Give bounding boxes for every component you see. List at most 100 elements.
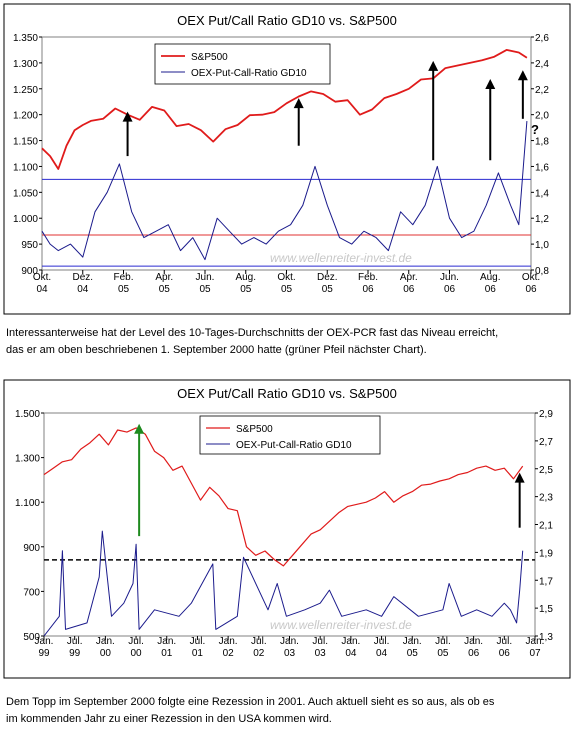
x-tick-label-year: 06 xyxy=(403,284,415,295)
y-left-tick-label: 1.100 xyxy=(13,162,38,173)
caption-1-line-1: Interessanterweise hat der Level des 10-… xyxy=(6,327,499,339)
x-tick-label-month: Jan. xyxy=(219,636,238,647)
legend-label: OEX-Put-Call-Ratio GD10 xyxy=(236,440,352,451)
x-tick-label-month: Jan. xyxy=(403,636,422,647)
y-left-tick-label: 1.150 xyxy=(13,137,38,148)
x-tick-label-year: 06 xyxy=(485,284,497,295)
chart-title: OEX Put/Call Ratio GD10 vs. S&P500 xyxy=(177,386,397,401)
x-tick-label-month: Jul. xyxy=(67,636,83,647)
y-left-tick-label: 1.300 xyxy=(15,454,40,465)
y-right-tick-label: 2,5 xyxy=(539,465,553,476)
annotation-text: ? xyxy=(531,122,539,137)
legend-box xyxy=(199,415,381,455)
y-left-tick-label: 500 xyxy=(23,632,40,643)
y-left-tick-label: 1.250 xyxy=(13,85,38,96)
y-right-tick-label: 2,2 xyxy=(535,85,549,96)
x-tick-label-year: 00 xyxy=(131,648,143,659)
x-tick-label-month: Jul. xyxy=(497,636,513,647)
series-line-pcr xyxy=(43,530,524,637)
annotation-arrow-head xyxy=(134,423,145,434)
caption-2: Dem Topp im September 2000 folgte eine R… xyxy=(6,694,568,728)
y-left-tick-label: 1.100 xyxy=(15,498,40,509)
x-tick-label-month: Apr. xyxy=(155,272,173,283)
x-tick-label-month: Jan. xyxy=(96,636,115,647)
series-line-sp500 xyxy=(41,49,528,170)
series-line-pcr xyxy=(41,121,528,261)
x-tick-label-year: 06 xyxy=(499,648,511,659)
y-right-tick-label: 1,2 xyxy=(535,214,549,225)
y-right-tick-label: 2,1 xyxy=(539,521,553,532)
x-tick-label-year: 05 xyxy=(407,648,419,659)
y-right-tick-label: 1,7 xyxy=(539,576,553,587)
x-tick-label-month: Jul. xyxy=(374,636,390,647)
y-left-tick-label: 900 xyxy=(21,266,38,277)
y-right-tick-label: 1,6 xyxy=(535,162,549,173)
y-left-tick-label: 900 xyxy=(23,543,40,554)
annotation-arrow-head xyxy=(485,79,496,90)
x-tick-label-month: Jan. xyxy=(35,636,54,647)
x-tick-label-year: 04 xyxy=(376,648,388,659)
caption-2-line-2: im kommenden Jahr zu einer Rezession in … xyxy=(6,713,332,725)
x-tick-label-year: 04 xyxy=(345,648,357,659)
x-tick-label-month: Okt. xyxy=(277,272,295,283)
y-right-tick-label: 1,9 xyxy=(539,548,553,559)
legend-label: OEX-Put-Call-Ratio GD10 xyxy=(191,68,307,79)
x-tick-label-year: 05 xyxy=(322,284,334,295)
x-tick-label-month: Okt. xyxy=(522,272,540,283)
x-tick-label-year: 05 xyxy=(240,284,252,295)
chart-2-svg: OEX Put/Call Ratio GD10 vs. S&P500 1.500 1… xyxy=(3,379,571,679)
y-left-tick-label: 1.050 xyxy=(13,188,38,199)
caption-2-line-1: Dem Topp im September 2000 folgte eine R… xyxy=(6,696,495,708)
x-tick-label-month: Jan. xyxy=(280,636,299,647)
legend-box xyxy=(154,43,331,85)
y-right-tick-label: 1,5 xyxy=(539,604,553,615)
x-tick-label-month: Jul. xyxy=(251,636,267,647)
watermark: www.wellenreiter-invest.de xyxy=(270,618,412,632)
x-tick-label-year: 06 xyxy=(468,648,480,659)
chart-title: OEX Put/Call Ratio GD10 vs. S&P500 xyxy=(177,13,397,28)
x-tick-label-month: Jul. xyxy=(190,636,206,647)
x-tick-label-year: 07 xyxy=(529,648,541,659)
legend-label: S&P500 xyxy=(191,52,228,63)
x-tick-label-month: Jan. xyxy=(157,636,176,647)
x-tick-label-month: Aug. xyxy=(235,272,256,283)
x-tick-label-month: Jul. xyxy=(312,636,328,647)
x-tick-label-month: Feb. xyxy=(358,272,378,283)
x-tick-label-year: 02 xyxy=(223,648,235,659)
x-tick-label-year: 05 xyxy=(159,284,171,295)
x-tick-label-year: 05 xyxy=(281,284,293,295)
y-right-tick-label: 2,0 xyxy=(535,111,549,122)
y-left-tick-label: 1.350 xyxy=(13,33,38,44)
x-tick-label-year: 03 xyxy=(284,648,296,659)
x-tick-label-year: 06 xyxy=(444,284,456,295)
y-right-tick-label: 1,0 xyxy=(535,240,549,251)
watermark: www.wellenreiter-invest.de xyxy=(270,251,412,265)
x-tick-label-year: 99 xyxy=(69,648,81,659)
annotation-arrow-head xyxy=(517,70,528,81)
x-tick-label-year: 00 xyxy=(100,648,112,659)
x-tick-label-year: 06 xyxy=(362,284,374,295)
caption-1: Interessanterweise hat der Level des 10-… xyxy=(6,325,568,359)
x-tick-label-month: Apr. xyxy=(400,272,418,283)
y-left-tick-label: 1.000 xyxy=(13,214,38,225)
y-right-tick-label: 2,9 xyxy=(539,409,553,420)
x-tick-label-month: Jan. xyxy=(526,636,545,647)
y-left-tick-label: 1.500 xyxy=(15,409,40,420)
annotation-arrow-head xyxy=(514,472,525,483)
y-left-tick-label: 950 xyxy=(21,240,38,251)
x-tick-label-year: 04 xyxy=(36,284,48,295)
x-tick-label-month: Dez. xyxy=(317,272,338,283)
x-tick-label-year: 06 xyxy=(525,284,537,295)
x-tick-label-month: Jul. xyxy=(435,636,451,647)
x-tick-label-month: Dez. xyxy=(72,272,93,283)
x-tick-label-year: 03 xyxy=(315,648,327,659)
annotation-arrow-head xyxy=(122,111,133,122)
y-right-tick-label: 2,4 xyxy=(535,59,549,70)
x-tick-label-month: Okt. xyxy=(33,272,51,283)
x-tick-label-month: Feb. xyxy=(113,272,133,283)
x-tick-label-year: 02 xyxy=(253,648,265,659)
y-left-tick-label: 1.300 xyxy=(13,59,38,70)
x-tick-label-year: 04 xyxy=(77,284,89,295)
x-tick-label-month: Aug. xyxy=(480,272,501,283)
chart-1: OEX Put/Call Ratio GD10 vs. S&P500 1.350 1… xyxy=(0,0,574,318)
